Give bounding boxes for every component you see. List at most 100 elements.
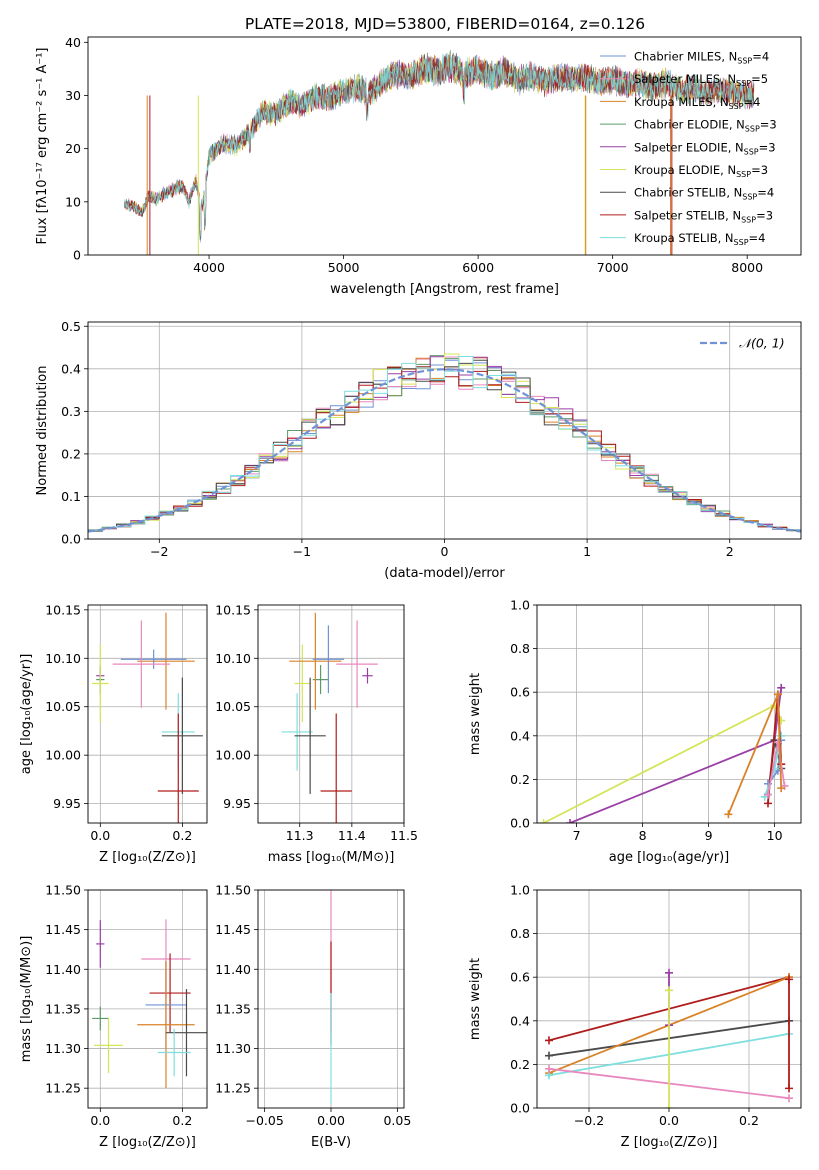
error-bar-point [149, 953, 191, 1033]
error-bar-point [92, 1006, 109, 1031]
weight-point-marker [777, 683, 786, 692]
legend-entry: Kroupa STELIB, NSSP=4 [634, 231, 765, 247]
weight-point-marker [665, 968, 673, 977]
y-tick-label: 10.00 [45, 748, 81, 763]
legend-entry: Salpeter ELODIE, NSSP=3 [634, 140, 776, 156]
x-tick-label: 0.2 [172, 828, 192, 843]
panel-weight-vs-age: 7 8 9 10 0.0 0.2 0.4 0.6 0.8 1.0 age [log₁₀(age/yr… [468, 598, 802, 865]
y-axis-label: mass weight [468, 958, 483, 1040]
weight-point-marker [545, 1064, 553, 1073]
x-axis-label: (data-model)/error [384, 566, 505, 581]
x-axis-label: wavelength [Angstrom, rest frame] [330, 282, 559, 297]
y-tick-label: 0.8 [510, 641, 530, 656]
x-tick-label: 4000 [193, 260, 225, 275]
y-tick-label: 11.45 [215, 922, 251, 937]
panel-mass-vs-Z: 0.0 0.2 11.25 11.30 11.35 11.40 11.45 11.50 Z [l… [19, 883, 208, 1150]
weight-point-marker [545, 1036, 553, 1045]
panel-spectrum: 4000 5000 6000 7000 8000 0 10 20 30 40 wavelength … [35, 35, 802, 297]
error-bar-point [336, 620, 378, 708]
error-bar-point [289, 612, 342, 710]
legend-entry: Salpeter STELIB, NSSP=3 [634, 208, 773, 224]
y-tick-label: 9.95 [223, 796, 251, 811]
y-tick-label: 11.30 [215, 1041, 251, 1056]
gaussian-reference-curve [88, 368, 801, 533]
plot-area [88, 353, 801, 533]
y-axis-label: mass weight [468, 673, 483, 755]
x-axis-label: age [log₁₀(age/yr)] [609, 850, 730, 865]
error-bar-point [96, 920, 105, 968]
y-tick-label: 0.4 [510, 728, 530, 743]
y-tick-label: 0 [73, 248, 81, 263]
plot-area [281, 612, 378, 823]
error-bar-point [281, 693, 313, 771]
weight-point-marker [545, 1051, 553, 1060]
weight-point-marker [764, 799, 772, 808]
x-axis-label: E(B-V) [311, 1135, 351, 1150]
y-tick-label: 10.05 [45, 699, 81, 714]
y-tick-label: 10.15 [45, 602, 81, 617]
weight-point-marker [773, 738, 782, 747]
x-tick-label: 7 [573, 828, 581, 843]
legend-entry: Chabrier ELODIE, NSSP=3 [634, 118, 777, 134]
y-axis-label: Normed distribution [35, 366, 50, 496]
y-tick-label: 11.50 [45, 883, 81, 898]
y-tick-label: 10.10 [45, 651, 81, 666]
y-tick-label: 0.1 [61, 489, 81, 504]
axes-frame [87, 321, 802, 540]
axes-frame [87, 36, 802, 256]
x-tick-label: 0.2 [172, 1113, 192, 1128]
x-axis-label: Z [log₁₀(Z/Z⊙)] [99, 1135, 196, 1150]
axes-frame [87, 889, 208, 1109]
error-bar-point [294, 644, 311, 723]
plot-area [124, 50, 755, 255]
y-tick-label: 0.4 [61, 361, 81, 376]
weight-point-marker [539, 819, 548, 823]
error-bar-point [157, 1028, 191, 1077]
error-bar-point [161, 677, 203, 794]
error-bar-point [294, 677, 326, 794]
x-tick-label: −1 [293, 544, 311, 559]
legend-entry: Chabrier MILES, NSSP=4 [634, 50, 769, 66]
error-bar-point [362, 667, 373, 684]
x-tick-label: 0.0 [90, 1113, 110, 1128]
y-tick-label: 11.25 [45, 1081, 81, 1096]
error-bar-point [137, 961, 195, 1089]
weight-point-marker [665, 1104, 673, 1108]
weight-point-marker [566, 819, 574, 823]
axes-frame [87, 604, 208, 824]
x-tick-label: −0.05 [245, 1113, 283, 1128]
x-tick-label: 0.05 [383, 1113, 411, 1128]
x-tick-label: 2 [726, 544, 734, 559]
y-tick-label: 0.6 [510, 685, 530, 700]
y-tick-label: 0.8 [510, 926, 530, 941]
y-tick-label: 10.10 [215, 651, 251, 666]
plot-area [545, 968, 793, 1108]
error-bar-point [92, 644, 109, 723]
x-tick-label: 0 [441, 544, 449, 559]
panel-mass-vs-EBV: −0.05 0.00 0.05 11.25 11.30 11.35 11.40 11.45 11… [215, 883, 411, 1151]
y-tick-label: 0.2 [510, 1057, 530, 1072]
legend-entry: Kroupa MILES, NSSP=4 [634, 95, 760, 111]
x-tick-label: 8000 [731, 260, 763, 275]
legend-entry: Salpeter MILES, NSSP=5 [634, 72, 768, 88]
x-tick-label: 11.5 [390, 828, 418, 843]
y-tick-label: 1.0 [510, 883, 530, 898]
x-tick-label: 9 [705, 828, 713, 843]
panel-age-vs-mass: 11.3 11.4 11.5 9.95 10.00 10.05 10.10 10.15 mass… [215, 602, 418, 865]
legend: 𝒩(0, 1) [700, 336, 785, 351]
y-tick-label: 11.45 [45, 922, 81, 937]
x-tick-label: 0.0 [659, 1113, 679, 1128]
y-tick-label: 11.35 [45, 1001, 81, 1016]
error-bar-point [120, 649, 187, 669]
error-bar-point [157, 713, 199, 823]
x-axis-label: mass [log₁₀(M/M⊙)] [268, 850, 395, 865]
y-tick-label: 0.2 [61, 446, 81, 461]
y-tick-label: 0.0 [61, 532, 81, 547]
weight-point-marker [665, 986, 673, 995]
y-tick-label: 10 [65, 194, 81, 209]
x-tick-label: 6000 [462, 260, 494, 275]
y-tick-label: 20 [65, 141, 81, 156]
residual-histogram [88, 356, 801, 532]
axes-frame [536, 604, 802, 824]
